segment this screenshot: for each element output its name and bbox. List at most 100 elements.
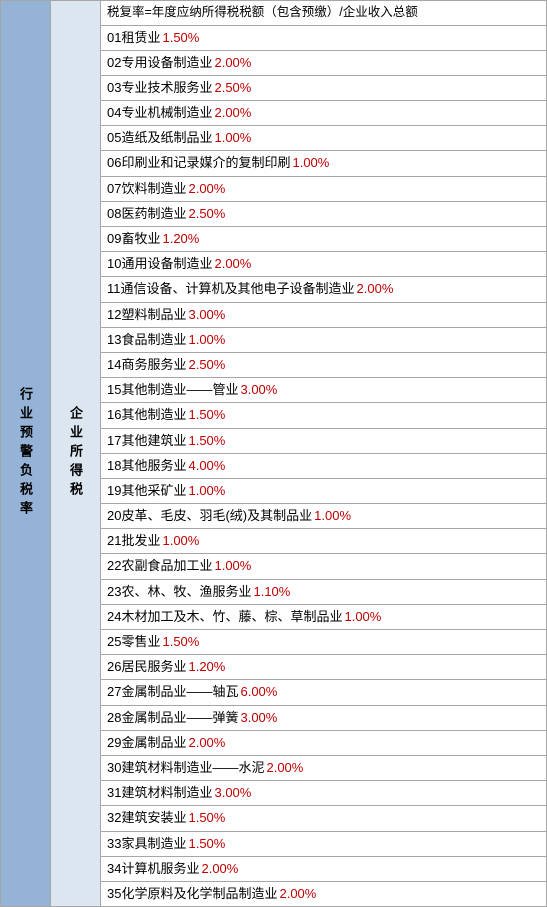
row-rate: 1.00% xyxy=(162,532,199,550)
row-industry: 印刷业和记录媒介的复制印刷 xyxy=(121,154,290,172)
table-row: 15 其他制造业——管业 3.00% xyxy=(101,378,546,403)
row-num: 16 xyxy=(107,406,121,424)
row-industry: 计算机服务业 xyxy=(121,860,199,878)
formula-text: 税复率=年度应纳所得税税额（包含预缴）/企业收入总额 xyxy=(107,4,418,22)
row-rate: 1.20% xyxy=(188,658,225,676)
table-row: 18 其他服务业 4.00% xyxy=(101,454,546,479)
table-row: 05 造纸及纸制品业 1.00% xyxy=(101,126,546,151)
row-industry: 皮革、毛皮、羽毛(绒)及其制品业 xyxy=(121,507,312,525)
table-row: 30 建筑材料制造业——水泥 2.00% xyxy=(101,756,546,781)
row-num: 30 xyxy=(107,759,121,777)
row-industry: 居民服务业 xyxy=(121,658,186,676)
row-industry: 其他采矿业 xyxy=(121,482,186,500)
row-industry: 建筑材料制造业——水泥 xyxy=(121,759,264,777)
row-industry: 专业技术服务业 xyxy=(121,79,212,97)
table-row: 11 通信设备、计算机及其他电子设备制造业 2.00% xyxy=(101,277,546,302)
row-rate: 1.10% xyxy=(253,583,290,601)
row-rate: 1.20% xyxy=(162,230,199,248)
row-num: 21 xyxy=(107,532,121,550)
table-row: 19 其他采矿业 1.00% xyxy=(101,479,546,504)
row-rate: 2.00% xyxy=(214,54,251,72)
row-rate: 3.00% xyxy=(188,306,225,324)
row-num: 18 xyxy=(107,457,121,475)
table-row: 04 专业机械制造业 2.00% xyxy=(101,101,546,126)
table-row: 03 专业技术服务业 2.50% xyxy=(101,76,546,101)
row-rate: 2.00% xyxy=(266,759,303,777)
row-num: 28 xyxy=(107,709,121,727)
row-rate: 1.00% xyxy=(314,507,351,525)
row-num: 12 xyxy=(107,306,121,324)
row-industry: 零售业 xyxy=(121,633,160,651)
left-header-label: 行业预警负税率 xyxy=(16,387,35,520)
row-rate: 1.00% xyxy=(344,608,381,626)
table-row: 32 建筑安装业 1.50% xyxy=(101,806,546,831)
row-industry: 其他制造业 xyxy=(121,406,186,424)
row-industry: 农、林、牧、渔服务业 xyxy=(121,583,251,601)
row-num: 24 xyxy=(107,608,121,626)
row-num: 27 xyxy=(107,683,121,701)
row-rate: 2.50% xyxy=(188,205,225,223)
row-rate: 2.00% xyxy=(188,734,225,752)
table-row: 07 饮料制造业 2.00% xyxy=(101,177,546,202)
row-industry: 通信设备、计算机及其他电子设备制造业 xyxy=(121,280,355,298)
row-num: 34 xyxy=(107,860,121,878)
row-num: 01 xyxy=(107,29,121,47)
row-num: 33 xyxy=(107,835,121,853)
row-industry: 其他制造业——管业 xyxy=(121,381,238,399)
row-num: 22 xyxy=(107,557,121,575)
row-num: 09 xyxy=(107,230,121,248)
row-num: 02 xyxy=(107,54,121,72)
table-row: 23 农、林、牧、渔服务业 1.10% xyxy=(101,580,546,605)
table-row: 13 食品制造业 1.00% xyxy=(101,328,546,353)
mid-header-cell: 企业所得税 xyxy=(51,1,101,906)
row-industry: 木材加工及木、竹、藤、棕、草制品业 xyxy=(121,608,342,626)
table-row: 24 木材加工及木、竹、藤、棕、草制品业 1.00% xyxy=(101,605,546,630)
row-num: 20 xyxy=(107,507,121,525)
row-industry: 专业机械制造业 xyxy=(121,104,212,122)
row-industry: 化学原料及化学制品制造业 xyxy=(121,885,277,903)
row-industry: 建筑安装业 xyxy=(121,809,186,827)
table-row: 33 家具制造业 1.50% xyxy=(101,832,546,857)
row-num: 04 xyxy=(107,104,121,122)
row-rate: 1.00% xyxy=(188,482,225,500)
row-rate: 6.00% xyxy=(240,683,277,701)
row-industry: 食品制造业 xyxy=(121,331,186,349)
row-num: 14 xyxy=(107,356,121,374)
row-num: 17 xyxy=(107,432,121,450)
row-industry: 造纸及纸制品业 xyxy=(121,129,212,147)
row-rate: 1.50% xyxy=(188,432,225,450)
row-num: 19 xyxy=(107,482,121,500)
row-industry: 租赁业 xyxy=(121,29,160,47)
row-rate: 3.00% xyxy=(240,381,277,399)
row-industry: 通用设备制造业 xyxy=(121,255,212,273)
row-industry: 饮料制造业 xyxy=(121,180,186,198)
row-industry: 医药制造业 xyxy=(121,205,186,223)
row-industry: 批发业 xyxy=(121,532,160,550)
row-num: 31 xyxy=(107,784,121,802)
table-row: 28 金属制品业——弹簧 3.00% xyxy=(101,706,546,731)
mid-header-label: 企业所得税 xyxy=(66,406,85,501)
row-rate: 1.50% xyxy=(188,406,225,424)
row-num: 03 xyxy=(107,79,121,97)
row-rate: 3.00% xyxy=(240,709,277,727)
row-rate: 2.50% xyxy=(214,79,251,97)
row-industry: 家具制造业 xyxy=(121,835,186,853)
row-industry: 畜牧业 xyxy=(121,230,160,248)
row-num: 26 xyxy=(107,658,121,676)
row-industry: 商务服务业 xyxy=(121,356,186,374)
row-num: 07 xyxy=(107,180,121,198)
table-row: 26 居民服务业 1.20% xyxy=(101,655,546,680)
row-num: 23 xyxy=(107,583,121,601)
row-rate: 2.50% xyxy=(188,356,225,374)
row-rate: 4.00% xyxy=(188,457,225,475)
table-row: 02 专用设备制造业 2.00% xyxy=(101,51,546,76)
row-num: 25 xyxy=(107,633,121,651)
row-industry: 金属制品业——弹簧 xyxy=(121,709,238,727)
table-row: 16 其他制造业 1.50% xyxy=(101,403,546,428)
row-rate: 2.00% xyxy=(357,280,394,298)
table-row: 29金属制品业2.00% xyxy=(101,731,546,756)
row-rate: 2.00% xyxy=(214,104,251,122)
table-row: 31 建筑材料制造业 3.00% xyxy=(101,781,546,806)
row-num: 13 xyxy=(107,331,121,349)
table-row: 06 印刷业和记录媒介的复制印刷 1.00% xyxy=(101,151,546,176)
